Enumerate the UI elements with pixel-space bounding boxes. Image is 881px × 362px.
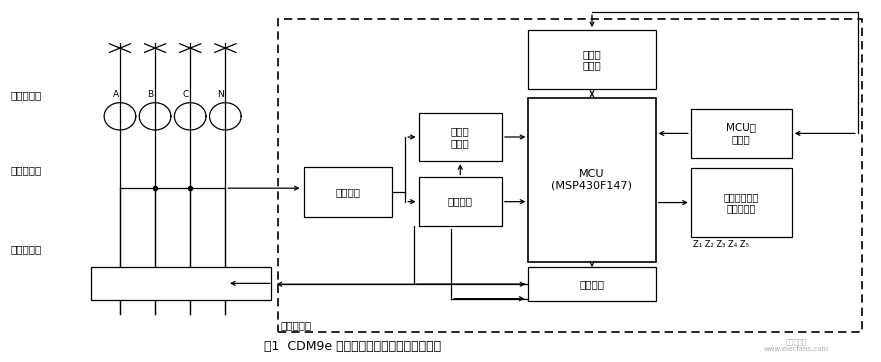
Text: 塑壳断路器: 塑壳断路器 — [11, 165, 41, 175]
Bar — [529, 98, 655, 262]
Text: 人机操
作界面: 人机操 作界面 — [582, 49, 602, 71]
Bar — [91, 267, 271, 299]
Text: 脱扣电路: 脱扣电路 — [580, 279, 604, 289]
Text: 信号调
理电路: 信号调 理电路 — [451, 126, 470, 148]
Bar — [691, 168, 792, 237]
Text: A: A — [113, 90, 119, 99]
Text: Z₁ Z₂ Z₃ Z₄ Z₅: Z₁ Z₂ Z₃ Z₄ Z₅ — [693, 240, 750, 249]
Text: B: B — [148, 90, 154, 99]
Bar — [278, 19, 862, 332]
Bar — [418, 113, 502, 161]
Bar — [529, 267, 655, 301]
Text: 电子发烧友
www.elecfans.com: 电子发烧友 www.elecfans.com — [764, 338, 829, 352]
Text: 区域选择性连
锁控制电路: 区域选择性连 锁控制电路 — [723, 192, 759, 213]
Text: 图1  CDM9e 系列电子式塑壳断路器原理框图: 图1 CDM9e 系列电子式塑壳断路器原理框图 — [264, 340, 441, 353]
Text: 电流互感器: 电流互感器 — [11, 90, 41, 100]
Text: 整流电路: 整流电路 — [336, 187, 361, 197]
Text: C: C — [182, 90, 189, 99]
Bar — [691, 109, 792, 157]
Text: 电源电路: 电源电路 — [448, 197, 473, 207]
Bar — [304, 167, 392, 217]
Bar — [418, 177, 502, 226]
Text: MCU所
需电路: MCU所 需电路 — [726, 123, 756, 144]
Text: N: N — [218, 90, 225, 99]
Text: MCU
(MSP430F147): MCU (MSP430F147) — [552, 169, 633, 191]
Bar — [529, 30, 655, 89]
Text: 磁通变换器: 磁通变换器 — [11, 244, 41, 254]
Text: 智能控制器: 智能控制器 — [281, 320, 312, 330]
